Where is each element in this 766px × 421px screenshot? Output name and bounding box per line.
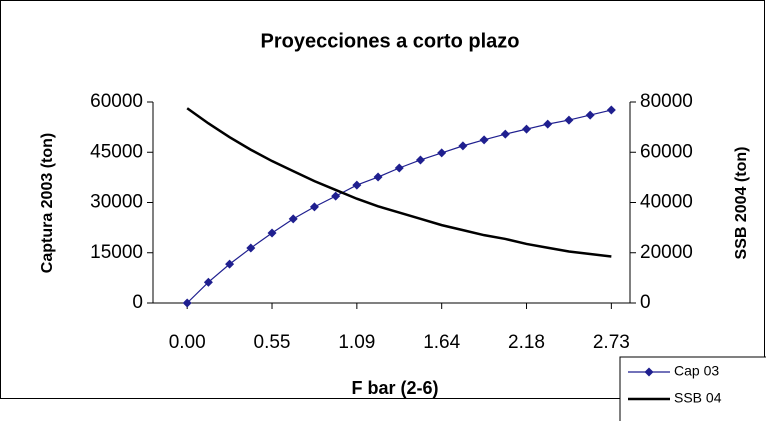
y-tick-label: 45000: [90, 141, 143, 162]
x-tick-label: 1.64: [423, 332, 460, 353]
data-point: [437, 148, 447, 158]
data-point: [543, 119, 553, 129]
data-point: [288, 214, 298, 224]
y-tick-label: 0: [132, 292, 143, 313]
data-point: [394, 163, 404, 173]
data-point: [522, 124, 532, 134]
chart-title: Proyecciones a corto plazo: [261, 30, 520, 52]
legend-label: SSB 04: [674, 390, 722, 406]
y2-tick-label: 40000: [640, 192, 693, 213]
y2-tick-label: 60000: [640, 141, 693, 162]
x-tick-label: 0.00: [169, 332, 206, 353]
y2-axis-title: SSB 2004 (ton): [733, 147, 750, 260]
series-line: [186, 107, 612, 258]
series-line: [186, 109, 612, 304]
y-tick-label: 15000: [90, 242, 143, 263]
x-tick-label: 2.18: [508, 332, 545, 353]
x-tick-label: 1.09: [338, 332, 375, 353]
data-point: [182, 298, 192, 308]
data-point: [246, 243, 256, 253]
data-point: [267, 228, 277, 238]
data-point: [458, 141, 468, 151]
legend-label: Cap 03: [674, 363, 719, 379]
x-tick-label: 0.55: [254, 332, 291, 353]
data-point: [479, 135, 489, 145]
data-point: [606, 105, 616, 115]
data-point: [564, 115, 574, 125]
data-point: [415, 155, 425, 165]
data-point: [585, 110, 595, 120]
chart-frame: [0, 0, 765, 399]
data-point: [203, 277, 213, 287]
data-point: [373, 172, 383, 182]
y2-tick-label: 0: [640, 292, 651, 313]
y-tick-label: 60000: [90, 91, 143, 112]
data-point: [225, 259, 235, 269]
data-point: [309, 202, 319, 212]
y-axis-title: Captura 2003 (ton): [39, 133, 56, 273]
x-axis-title: F bar (2-6): [351, 378, 438, 398]
data-point: [500, 129, 510, 139]
data-point: [352, 180, 362, 190]
y-tick-label: 30000: [90, 192, 143, 213]
y2-tick-label: 20000: [640, 242, 693, 263]
legend-marker: [644, 367, 654, 377]
legend-box: [619, 356, 766, 421]
x-tick-label: 2.73: [593, 332, 630, 353]
y2-tick-label: 80000: [640, 91, 693, 112]
data-point: [331, 191, 341, 201]
